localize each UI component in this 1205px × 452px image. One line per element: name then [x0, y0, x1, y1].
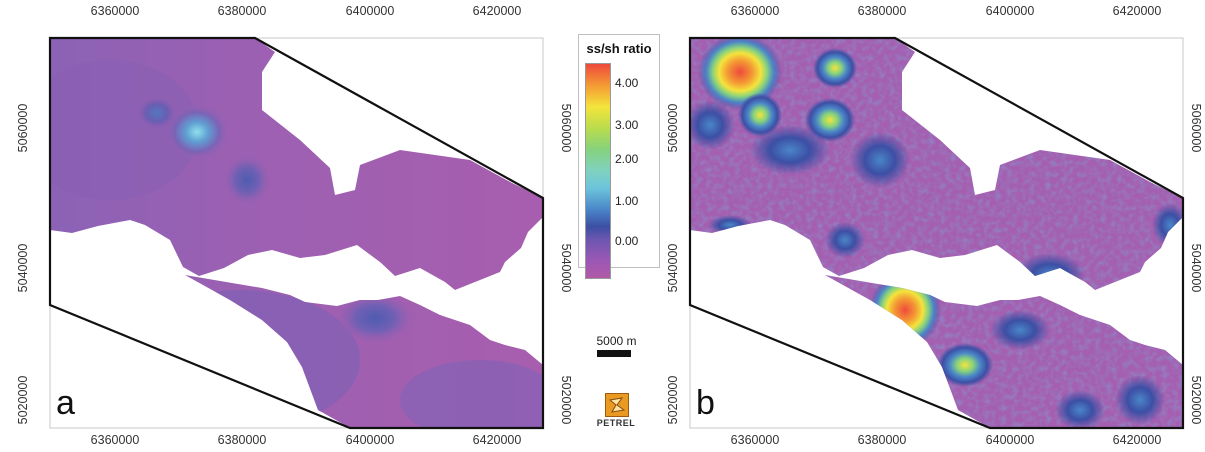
- y-tick-right: 5040000: [559, 243, 573, 293]
- petrel-logo: PETREL: [590, 393, 650, 433]
- scale-bar-rect: [597, 350, 631, 357]
- legend-label: 0.00: [615, 234, 639, 248]
- panel-letter-a: a: [56, 384, 75, 422]
- x-tick-bottom: 6400000: [345, 433, 395, 447]
- petrel-logo-text: PETREL: [596, 418, 636, 428]
- legend-label: 1.00: [615, 194, 639, 208]
- map-b-svg: [688, 36, 1185, 430]
- y-tick-right: 5040000: [1189, 243, 1203, 293]
- y-tick-right: 5060000: [1189, 103, 1203, 153]
- x-tick-top: 6380000: [857, 4, 907, 18]
- x-tick-bottom: 6360000: [90, 433, 140, 447]
- x-tick-top: 6380000: [217, 4, 267, 18]
- petrel-logo-icon: [605, 393, 629, 417]
- legend-label: 3.00: [615, 118, 639, 132]
- scale-bar-label: 5000 m: [596, 334, 637, 348]
- legend-label: 4.00: [615, 76, 639, 90]
- map-panel-a: 6360000 6380000 6400000 6420000 6360000 …: [0, 0, 573, 452]
- legend-title: ss/sh ratio: [586, 41, 652, 56]
- y-tick-right: 5020000: [559, 375, 573, 425]
- map-panel-b: 6360000 6380000 6400000 6420000 6360000 …: [640, 0, 1203, 452]
- x-tick-bottom: 6420000: [1112, 433, 1162, 447]
- x-tick-top: 6400000: [345, 4, 395, 18]
- color-legend: ss/sh ratio 4.00 3.00 2.00 1.00 0.00: [578, 34, 660, 279]
- y-tick-left: 5020000: [16, 375, 30, 425]
- x-tick-bottom: 6400000: [985, 433, 1035, 447]
- x-tick-bottom: 6380000: [217, 433, 267, 447]
- legend-label: 2.00: [615, 152, 639, 166]
- map-a-svg: [48, 36, 545, 430]
- x-tick-bottom: 6380000: [857, 433, 907, 447]
- y-tick-left: 5040000: [16, 243, 30, 293]
- y-tick-left: 5020000: [666, 375, 680, 425]
- y-tick-right: 5060000: [559, 103, 573, 153]
- y-tick-left: 5040000: [666, 243, 680, 293]
- y-tick-right: 5020000: [1189, 375, 1203, 425]
- x-tick-top: 6420000: [472, 4, 522, 18]
- y-tick-left: 5060000: [16, 103, 30, 153]
- x-tick-top: 6360000: [730, 4, 780, 18]
- x-tick-bottom: 6420000: [472, 433, 522, 447]
- map-a-raster: [50, 38, 543, 428]
- map-b-raster: [690, 38, 1183, 428]
- y-tick-left: 5060000: [666, 103, 680, 153]
- x-tick-top: 6420000: [1112, 4, 1162, 18]
- x-tick-top: 6400000: [985, 4, 1035, 18]
- x-tick-bottom: 6360000: [730, 433, 780, 447]
- legend-color-ramp: [585, 63, 611, 279]
- panel-letter-b: b: [696, 384, 715, 422]
- x-tick-top: 6360000: [90, 4, 140, 18]
